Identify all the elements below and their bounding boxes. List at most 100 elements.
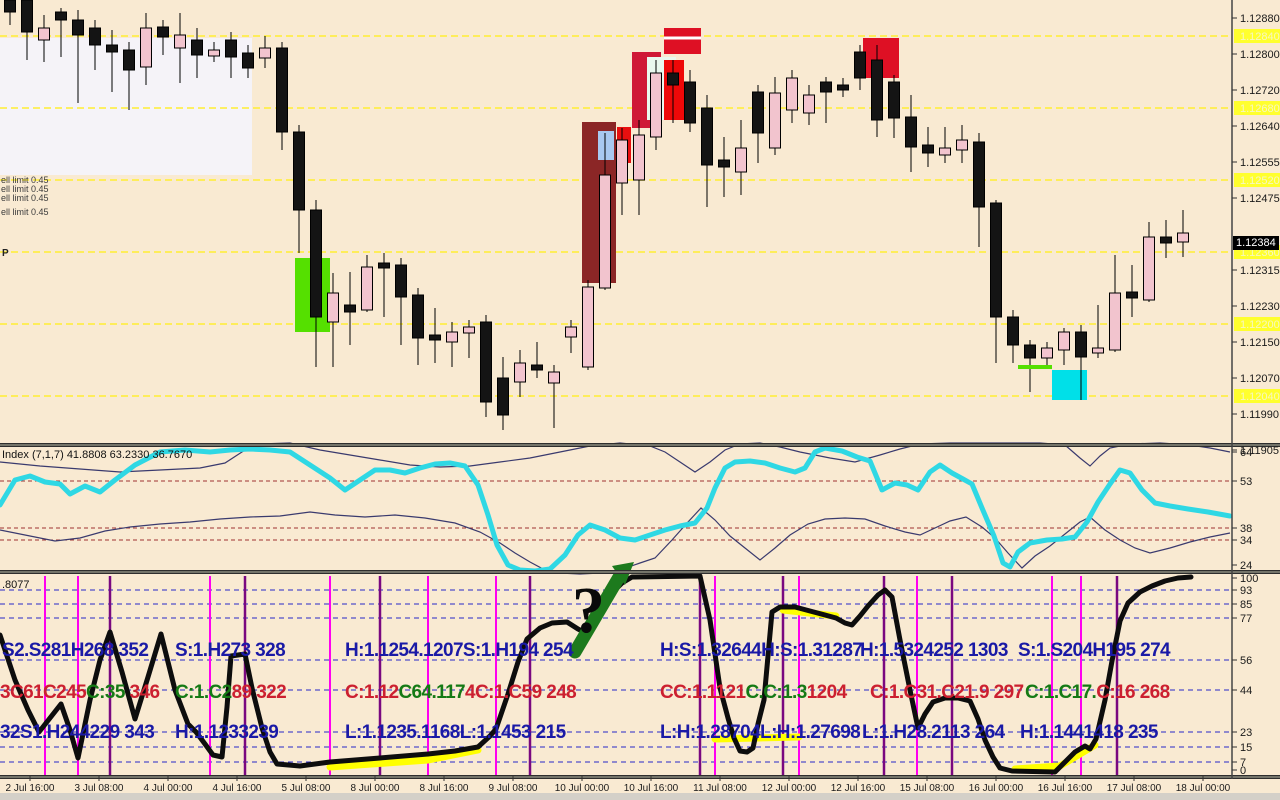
candle — [803, 85, 815, 125]
candle — [1143, 222, 1155, 302]
axis-label: 77 — [1240, 613, 1252, 625]
candle — [463, 320, 475, 358]
highlighted-price-text: 1.12680 — [1240, 103, 1280, 115]
axis-label: 34 — [1240, 535, 1252, 547]
highlighted-price-text: 1.12200 — [1240, 319, 1280, 331]
candle — [21, 0, 33, 60]
time-label: 18 Jul 00:00 — [1176, 783, 1231, 794]
candle — [548, 365, 560, 428]
candle — [854, 45, 866, 90]
candle — [259, 36, 271, 68]
candle — [429, 308, 441, 363]
panel-separator[interactable] — [0, 570, 1280, 574]
candle — [990, 200, 1002, 363]
highlighted-price-text: 1.12840 — [1240, 31, 1280, 43]
stochastic-panel[interactable] — [0, 562, 1232, 775]
axis-label: 15 — [1240, 742, 1252, 754]
candle — [1075, 325, 1087, 400]
time-label: 12 Jul 00:00 — [762, 783, 817, 794]
candle — [378, 253, 390, 317]
candle — [786, 70, 798, 123]
candle — [1109, 255, 1121, 352]
axis-label: 1.12315 — [1240, 265, 1280, 277]
highlight-box — [664, 28, 701, 54]
axis-label: 93 — [1240, 585, 1252, 597]
time-label: 10 Jul 00:00 — [555, 783, 610, 794]
yellow-highlight-segment — [326, 746, 482, 771]
candle — [922, 127, 934, 167]
price-panel[interactable] — [0, 0, 1232, 430]
candle — [89, 20, 101, 70]
candle — [55, 8, 67, 57]
axis-label: 1.12230 — [1240, 301, 1280, 313]
candle — [1007, 310, 1019, 363]
time-label: 12 Jul 16:00 — [831, 783, 886, 794]
time-label: 4 Jul 16:00 — [213, 783, 262, 794]
highlighted-price-text: 1.12040 — [1240, 391, 1280, 403]
green-arrow-icon — [568, 565, 629, 659]
highlighted-price-label — [1234, 173, 1280, 187]
candle — [1177, 210, 1189, 257]
time-label: 2 Jul 16:00 — [6, 783, 55, 794]
candle — [956, 125, 968, 163]
time-label: 11 Jul 08:00 — [693, 783, 747, 794]
axis-label: 1.12150 — [1240, 337, 1280, 349]
axis-label: 0 — [1240, 765, 1246, 777]
time-label: 9 Jul 08:00 — [489, 783, 538, 794]
candle — [701, 95, 713, 207]
highlighted-price-label — [1234, 29, 1280, 43]
bottom-strip — [0, 793, 1280, 800]
axis-label: 64 — [1240, 447, 1252, 459]
stochastic-line — [0, 573, 1194, 775]
highlighted-price-text: 1.12360 — [1240, 247, 1280, 259]
panel-separator[interactable] — [0, 443, 1280, 447]
axis-label: 1.12880 — [1240, 13, 1280, 25]
candle — [191, 28, 203, 78]
candle — [1126, 265, 1138, 317]
candle — [157, 20, 169, 55]
axis-label: 56 — [1240, 655, 1252, 667]
candle — [361, 255, 373, 312]
candle — [752, 85, 764, 163]
time-label: 10 Jul 16:00 — [624, 783, 679, 794]
candle — [531, 342, 543, 378]
time-label: 4 Jul 00:00 — [144, 783, 193, 794]
candle — [888, 75, 900, 138]
highlight-box — [664, 60, 684, 120]
time-label: 17 Jul 08:00 — [1107, 783, 1162, 794]
candle — [667, 60, 679, 123]
candle — [565, 320, 577, 353]
candle — [1058, 328, 1070, 365]
candle — [1160, 220, 1172, 258]
highlighted-price-label — [1234, 101, 1280, 115]
candle — [395, 258, 407, 345]
candle — [327, 273, 339, 367]
panel-separator[interactable] — [0, 775, 1280, 779]
candle — [514, 350, 526, 397]
candle — [293, 125, 305, 253]
candle — [582, 280, 594, 370]
axis-label: 23 — [1240, 727, 1252, 739]
time-label: 16 Jul 16:00 — [1038, 783, 1093, 794]
candle — [684, 70, 696, 132]
candle — [242, 45, 254, 78]
axis-label: 24 — [1240, 560, 1252, 572]
candle — [599, 133, 611, 290]
candle — [905, 95, 917, 172]
candle — [4, 0, 16, 25]
axis-label: 44 — [1240, 685, 1252, 697]
candle — [446, 322, 458, 367]
time-axis[interactable]: 2 Jul 16:00 3 Jul 08:00 4 Jul 00:00 4 Jul 1… — [6, 775, 1231, 794]
candle — [106, 30, 118, 92]
candle — [497, 357, 509, 430]
axis-label: 1.12070 — [1240, 373, 1280, 385]
highlight-box — [1052, 370, 1087, 400]
oscillator-panel[interactable] — [0, 442, 1233, 575]
candle — [1092, 305, 1104, 358]
axis-label: 1.12800 — [1240, 49, 1280, 61]
candle — [718, 137, 730, 197]
candle — [939, 127, 951, 163]
candle — [633, 120, 645, 215]
candle — [225, 32, 237, 78]
